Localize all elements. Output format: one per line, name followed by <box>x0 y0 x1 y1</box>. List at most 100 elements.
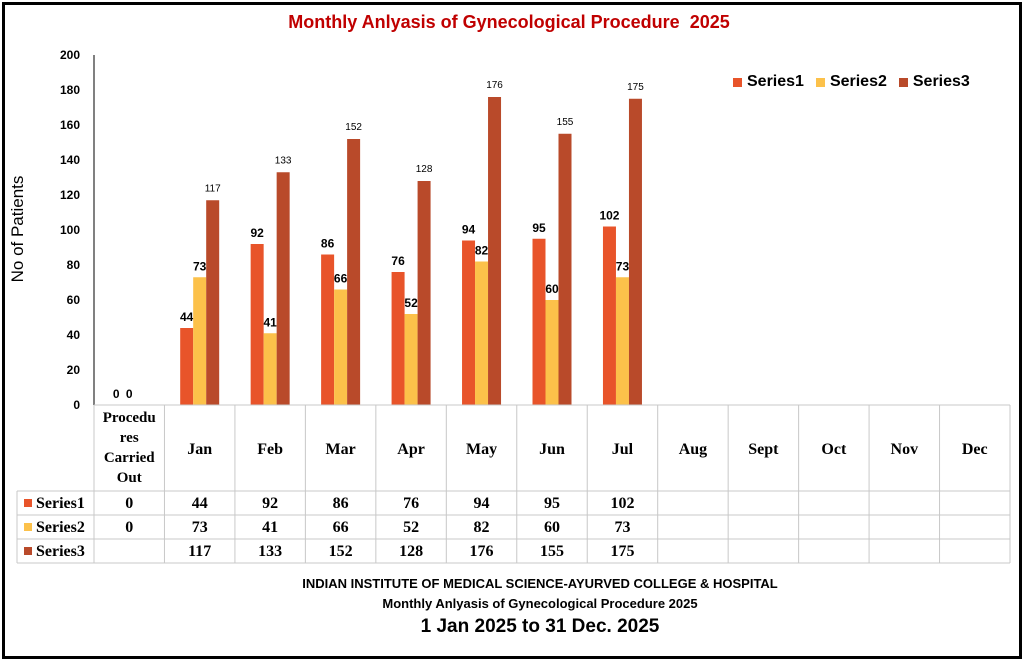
x-tick-label: Jun <box>539 441 565 458</box>
table-cell-value: 117 <box>188 543 211 560</box>
table-swatch-series3 <box>24 547 32 555</box>
table-cell-value: 155 <box>540 543 564 560</box>
legend-swatch-series2 <box>815 77 825 87</box>
data-label-series2: 82 <box>475 244 489 258</box>
x-tick-label: res <box>120 430 139 446</box>
bar-series1 <box>462 240 476 405</box>
legend-item-series2: Series2 <box>815 73 887 91</box>
x-tick-label: May <box>466 441 497 458</box>
bar-series1 <box>532 238 546 405</box>
x-tick-label: Feb <box>257 441 283 458</box>
y-tick-label: 0 <box>73 398 80 412</box>
y-tick-label: 80 <box>67 258 81 272</box>
legend-item-series3: Series3 <box>898 73 970 91</box>
y-tick-label: 20 <box>67 363 81 377</box>
table-cell-value: 152 <box>329 543 353 560</box>
table-row-label: Series2 <box>36 519 85 536</box>
table-cell-value: 82 <box>474 519 490 536</box>
data-label-series3: 175 <box>627 82 644 93</box>
bar-series1 <box>321 254 335 405</box>
table-cell-value: 92 <box>262 495 278 512</box>
bar-series2 <box>404 314 418 405</box>
bar-series3 <box>347 139 361 405</box>
data-label-series1: 102 <box>599 209 619 223</box>
table-cell-value: 41 <box>262 519 278 536</box>
data-label-series1: 86 <box>321 237 335 251</box>
data-label-series3: 155 <box>557 117 574 128</box>
table-row-label: Series3 <box>36 543 85 560</box>
bar-series2 <box>475 261 489 405</box>
x-tick-label: Mar <box>326 441 356 458</box>
table-cell-value: 102 <box>610 495 634 512</box>
data-label-series2: 41 <box>263 315 277 329</box>
bar-series3 <box>276 172 290 405</box>
legend-label-series2: Series2 <box>829 73 887 90</box>
y-tick-label: 40 <box>67 328 81 342</box>
bar-series1 <box>250 244 264 405</box>
table-cell-value: 52 <box>403 519 419 536</box>
y-tick-label: 100 <box>60 223 80 237</box>
legend: Series1 Series2 Series3 <box>733 73 970 91</box>
footer-date-range: 1 Jan 2025 to 31 Dec. 2025 <box>420 616 660 637</box>
data-label-series3: 128 <box>416 164 433 175</box>
table-cell-value: 76 <box>403 495 419 512</box>
table-cell-value: 176 <box>470 543 494 560</box>
data-label-series2: 73 <box>193 259 207 273</box>
bar-series3 <box>417 181 431 405</box>
y-tick-label: 180 <box>60 83 80 97</box>
table-swatch-series2 <box>24 523 32 531</box>
table-cell-value: 175 <box>610 543 634 560</box>
y-tick-label: 160 <box>60 118 80 132</box>
data-label-series3: 133 <box>275 155 292 166</box>
y-tick-label: 60 <box>67 293 81 307</box>
table-cell-value: 133 <box>258 543 282 560</box>
data-label-series1: 95 <box>532 221 546 235</box>
legend-item-series1: Series1 <box>733 73 804 91</box>
table-cell-value: 73 <box>614 519 630 536</box>
footer-institute: INDIAN INSTITUTE OF MEDICAL SCIENCE-AYUR… <box>302 576 778 591</box>
table-cell-value: 66 <box>333 519 349 536</box>
bar-series1 <box>180 328 194 405</box>
data-label-series2: 73 <box>616 259 630 273</box>
bar-series2 <box>263 333 277 405</box>
table-cell-value: 86 <box>333 495 349 512</box>
table-cell-value: 95 <box>544 495 560 512</box>
table-cell-value: 73 <box>192 519 208 536</box>
legend-label-series1: Series1 <box>747 73 804 90</box>
x-tick-label: Oct <box>821 441 847 458</box>
data-label-series2: 60 <box>545 282 559 296</box>
legend-swatch-series3 <box>898 77 908 87</box>
data-label-series1: 0 <box>113 387 120 401</box>
x-tick-label: Out <box>117 470 142 486</box>
table-cell-value: 94 <box>474 495 490 512</box>
table-cell-value: 0 <box>125 495 133 512</box>
y-tick-label: 140 <box>60 153 80 167</box>
x-tick-label: Sept <box>748 441 779 458</box>
x-tick-label: Dec <box>962 441 988 458</box>
x-tick-label: Nov <box>891 441 919 458</box>
bar-series2 <box>545 300 559 405</box>
x-tick-label: Procedu <box>103 410 156 426</box>
bar-series2 <box>615 277 629 405</box>
bar-series3 <box>558 133 572 405</box>
table-cell-value: 44 <box>192 495 208 512</box>
bar-series1 <box>602 226 616 405</box>
data-label-series3: 152 <box>345 122 362 133</box>
data-label-series1: 76 <box>391 254 405 268</box>
x-tick-label: Aug <box>679 441 707 458</box>
data-label-series1: 92 <box>250 226 264 240</box>
data-label-series1: 44 <box>180 310 194 324</box>
data-label-series2: 66 <box>334 272 348 286</box>
bar-series3 <box>488 97 502 405</box>
table-cell-value: 128 <box>399 543 423 560</box>
table-row-label: Series1 <box>36 495 85 512</box>
data-label-series3: 176 <box>486 80 503 91</box>
bar-series2 <box>334 289 348 405</box>
chart-title: Monthly Anlyasis of Gynecological Proced… <box>288 12 730 32</box>
footer-subtitle: Monthly Anlyasis of Gynecological Proced… <box>382 596 698 611</box>
data-label-series2: 0 <box>126 387 133 401</box>
data-label-series3: 117 <box>205 183 221 194</box>
bar-series2 <box>193 277 207 405</box>
